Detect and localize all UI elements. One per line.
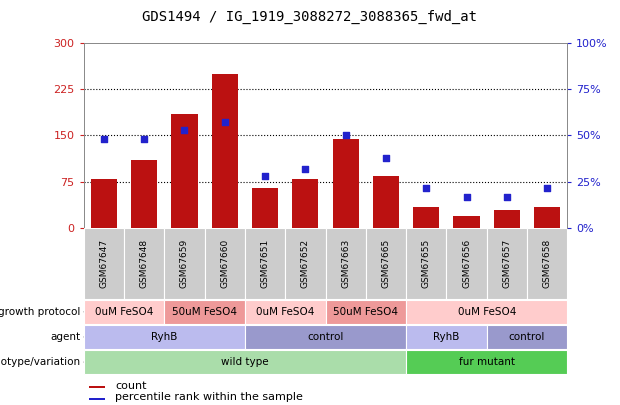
Bar: [494, 210, 520, 228]
Bar: [446, 228, 487, 299]
Bar: [84, 228, 124, 299]
Text: GSM67660: GSM67660: [220, 239, 229, 288]
Point: [180, 127, 190, 133]
Text: GSM67663: GSM67663: [341, 239, 350, 288]
Bar: [245, 228, 285, 299]
Text: percentile rank within the sample: percentile rank within the sample: [115, 392, 303, 402]
Bar: [131, 160, 157, 228]
Text: GSM67658: GSM67658: [542, 239, 552, 288]
Text: GSM67665: GSM67665: [381, 239, 391, 288]
Bar: [252, 188, 278, 228]
Bar: [406, 300, 567, 324]
Bar: [91, 179, 117, 228]
Bar: [164, 300, 245, 324]
Text: growth protocol: growth protocol: [0, 307, 81, 317]
Point: [502, 194, 512, 200]
Point: [219, 119, 229, 126]
Text: genotype/variation: genotype/variation: [0, 357, 81, 367]
Bar: [285, 228, 326, 299]
Text: count: count: [115, 381, 147, 390]
Text: GSM67657: GSM67657: [502, 239, 512, 288]
Text: GSM67651: GSM67651: [260, 239, 270, 288]
Bar: [534, 207, 560, 228]
Point: [381, 155, 391, 161]
Bar: [326, 228, 366, 299]
Bar: [487, 325, 567, 349]
Text: GSM67647: GSM67647: [99, 239, 108, 288]
Text: 0uM FeSO4: 0uM FeSO4: [256, 307, 314, 317]
Text: control: control: [509, 332, 545, 342]
Bar: [326, 300, 406, 324]
Text: 0uM FeSO4: 0uM FeSO4: [458, 307, 516, 317]
Text: GSM67648: GSM67648: [140, 239, 149, 288]
Bar: [527, 228, 567, 299]
Text: GSM67656: GSM67656: [462, 239, 471, 288]
Bar: [89, 398, 105, 399]
Bar: [171, 114, 198, 228]
Bar: [487, 228, 527, 299]
Bar: [84, 350, 406, 374]
Text: GSM67655: GSM67655: [422, 239, 431, 288]
Text: agent: agent: [50, 332, 81, 342]
Bar: [89, 386, 105, 388]
Bar: [406, 228, 446, 299]
Text: GSM67659: GSM67659: [180, 239, 189, 288]
Point: [260, 173, 270, 179]
Point: [341, 132, 351, 139]
Bar: [373, 176, 399, 228]
Text: wild type: wild type: [221, 357, 268, 367]
Point: [99, 136, 109, 143]
Bar: [84, 300, 164, 324]
Point: [139, 136, 149, 143]
Bar: [413, 207, 440, 228]
Bar: [245, 325, 406, 349]
Point: [542, 184, 552, 191]
Bar: [406, 325, 487, 349]
Text: 50uM FeSO4: 50uM FeSO4: [334, 307, 398, 317]
Bar: [292, 179, 319, 228]
Bar: [84, 325, 245, 349]
Text: fur mutant: fur mutant: [459, 357, 515, 367]
Text: RyhB: RyhB: [151, 332, 177, 342]
Point: [461, 194, 472, 200]
Bar: [124, 228, 164, 299]
Text: 50uM FeSO4: 50uM FeSO4: [172, 307, 237, 317]
Point: [422, 184, 432, 191]
Text: GSM67652: GSM67652: [301, 239, 310, 288]
Text: RyhB: RyhB: [433, 332, 459, 342]
Bar: [406, 350, 567, 374]
Bar: [211, 73, 238, 228]
Bar: [205, 228, 245, 299]
Text: 0uM FeSO4: 0uM FeSO4: [95, 307, 153, 317]
Bar: [332, 139, 359, 228]
Bar: [164, 228, 205, 299]
Bar: [366, 228, 406, 299]
Text: control: control: [308, 332, 343, 342]
Text: GDS1494 / IG_1919_3088272_3088365_fwd_at: GDS1494 / IG_1919_3088272_3088365_fwd_at: [143, 10, 477, 24]
Bar: [453, 216, 480, 228]
Point: [301, 166, 311, 172]
Bar: [245, 300, 326, 324]
